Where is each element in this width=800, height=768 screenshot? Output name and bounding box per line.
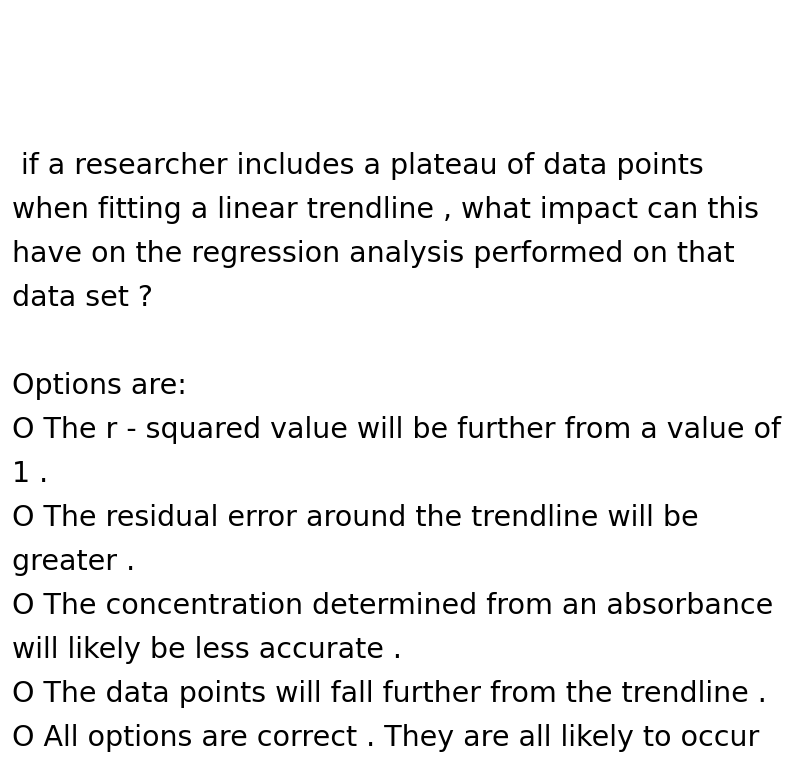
Text: data set ?: data set ?	[12, 284, 153, 312]
Text: O The data points will fall further from the trendline .: O The data points will fall further from…	[12, 680, 767, 708]
Text: 1 .: 1 .	[12, 460, 48, 488]
Text: greater .: greater .	[12, 548, 135, 576]
Text: O The r - squared value will be further from a value of: O The r - squared value will be further …	[12, 416, 781, 444]
Text: Options are:: Options are:	[12, 372, 187, 400]
Text: O The residual error around the trendline will be: O The residual error around the trendlin…	[12, 504, 698, 532]
Text: have on the regression analysis performed on that: have on the regression analysis performe…	[12, 240, 734, 268]
Text: O The concentration determined from an absorbance: O The concentration determined from an a…	[12, 592, 774, 620]
Text: O All options are correct . They are all likely to occur: O All options are correct . They are all…	[12, 724, 759, 752]
Text: will likely be less accurate .: will likely be less accurate .	[12, 636, 402, 664]
Text: when fitting a linear trendline , what impact can this: when fitting a linear trendline , what i…	[12, 196, 759, 224]
Text: if a researcher includes a plateau of data points: if a researcher includes a plateau of da…	[12, 152, 704, 180]
